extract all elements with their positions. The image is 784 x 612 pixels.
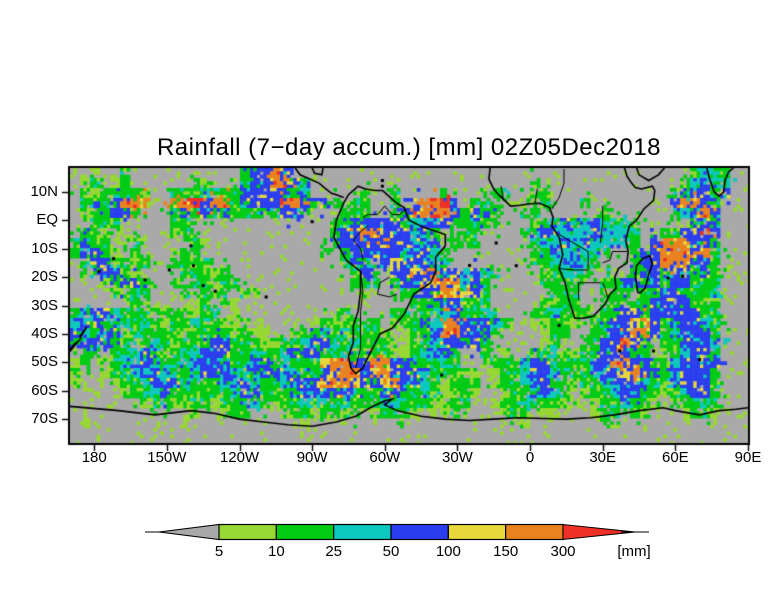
colorbar-tick-label: 100: [435, 543, 461, 560]
colorbar: [145, 523, 649, 541]
chart-title: Rainfall (7−day accum.) [mm] 02Z05Dec201…: [156, 134, 662, 161]
colorbar-segment: [333, 523, 392, 541]
y-axis-tick-label: 20S: [31, 268, 58, 286]
colorbar-tick-label: 25: [325, 543, 342, 560]
colorbar-unit-label: [mm]: [617, 543, 651, 560]
colorbar-tick-label: 300: [550, 543, 576, 560]
colorbar-right-arrow: [562, 523, 636, 541]
colorbar-tick-label: 150: [493, 543, 519, 560]
x-axis-tick-label: 30W: [442, 449, 473, 466]
x-axis-tick-label: 60E: [661, 449, 689, 466]
x-axis-tick-label: 120W: [219, 449, 260, 466]
colorbar-tick-label: 50: [382, 543, 400, 560]
colorbar-left-arrow: [158, 523, 220, 541]
x-axis-tick-label: 150W: [147, 449, 187, 466]
y-axis-tick-label: 10N: [30, 182, 58, 200]
colorbar-segment: [275, 523, 335, 541]
y-axis-tick-label: 40S: [31, 324, 58, 342]
colorbar-tick-label: 5: [214, 543, 224, 560]
y-axis-tick-label: EQ: [36, 211, 58, 229]
colorbar-segment: [218, 523, 277, 541]
x-axis-tick-label: 60W: [369, 449, 401, 466]
x-axis-tick-label: 30E: [589, 449, 617, 466]
x-axis-tick-label: 90W: [296, 449, 328, 466]
colorbar-segment: [390, 523, 449, 541]
y-axis-tick-label: 30S: [31, 296, 58, 314]
colorbar-segment: [447, 523, 507, 541]
y-axis-tick-label: 10S: [31, 239, 58, 257]
colorbar-segment: [505, 523, 564, 541]
x-axis-tick-label: 0: [525, 449, 535, 466]
x-axis-tick-label: 180: [81, 449, 107, 466]
y-axis-tick-label: 60S: [31, 381, 58, 399]
colorbar-tick-label: 10: [267, 543, 285, 560]
x-axis-tick-label: 90E: [734, 449, 762, 466]
y-axis-tick-label: 70S: [31, 410, 58, 428]
y-axis-tick-label: 50S: [31, 353, 58, 371]
